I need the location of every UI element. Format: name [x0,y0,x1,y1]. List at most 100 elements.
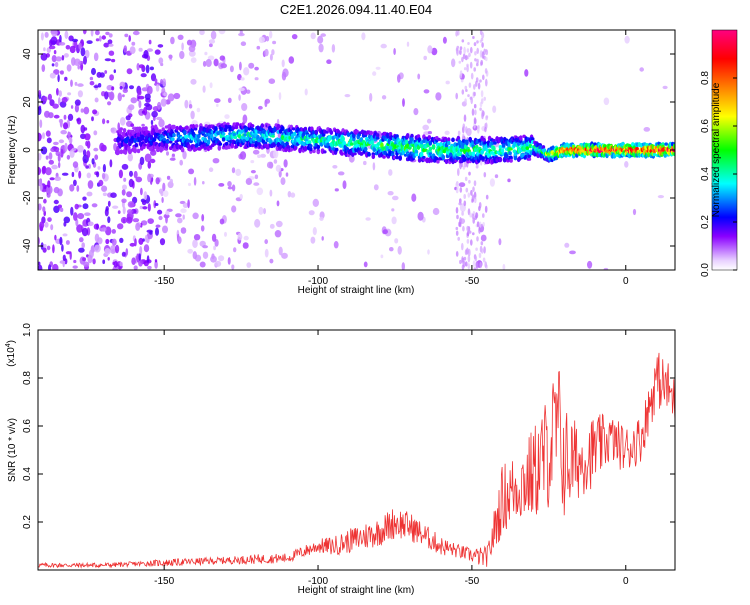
spectrogram-noise-cell [157,44,164,48]
spectrogram-noise-cell [83,127,88,131]
spectrogram-noise-cell [473,267,477,270]
spectrogram-noise-cell [142,206,148,210]
spectrogram-noise-cell [475,262,479,270]
spectrogram-noise-cell [382,229,388,235]
spectrogram-ridge-cell [439,142,443,147]
spectrogram-ridge-cell [455,155,460,161]
spectrogram-ridge-cell [303,145,308,152]
spectrogram-noise-cell [115,244,120,254]
spectrogram-noise-cell [190,110,195,120]
spectrogram-noise-cell [165,210,170,216]
spectrogram-noise-cell [218,30,226,35]
spectrogram-ridge-cell [367,151,371,157]
spectrogram-noise-cell [92,109,98,115]
spectrogram-noise-cell [489,178,495,187]
spectrogram-noise-cell [266,161,274,169]
spectrogram-noise-cell [252,149,260,155]
spectrogram-noise-cell [461,56,464,63]
spectrogram-noise-cell [485,115,488,121]
spectrogram-noise-cell [137,95,145,100]
spectrogram-noise-cell [171,153,175,157]
spectrogram-noise-cell [202,60,207,67]
spectrogram-noise-cell [102,192,107,197]
spectrogram-noise-cell [93,147,99,152]
spectrogram-noise-cell [467,254,471,263]
spectrogram-noise-cell [472,217,476,224]
spectrogram-noise-cell [51,164,58,170]
spectrogram-noise-cell [312,227,317,236]
spectrogram-ridge-cell [492,146,496,152]
spectrogram-noise-cell [43,198,47,204]
spectrogram-ridge-cell [188,148,192,152]
spectrogram-noise-cell [148,39,152,45]
spectrogram-noise-cell [372,162,376,171]
spectrogram-noise-cell [39,119,43,128]
spectrogram-ridge-cell [158,129,162,134]
spectrogram-noise-cell [89,76,94,81]
spectrogram-ridge-cell [337,130,341,134]
spectrogram-noise-cell [281,71,287,81]
spectrogram-noise-cell [46,245,51,251]
spectrogram-noise-cell [84,49,90,59]
spectrogram-noise-cell [241,103,248,111]
spectrogram-ridge-cell [180,147,185,153]
spectrogram-noise-cell [451,58,456,68]
spectrogram-noise-cell [42,165,47,174]
spectrogram-noise-cell [461,39,465,43]
spectrogram-noise-cell [107,257,110,261]
spectrogram-noise-cell [119,86,123,90]
spectrogram-noise-cell [73,259,77,264]
spectrogram-noise-cell [473,117,477,125]
spectrogram-noise-cell [94,233,100,243]
spectrogram-noise-cell [210,30,217,40]
spectrogram-noise-cell [61,244,64,252]
spectrogram-noise-cell [119,261,123,267]
spectrogram-noise-cell [426,118,432,124]
spectrogram-noise-cell [463,67,467,71]
spectrogram-noise-cell [465,187,469,193]
spectrogram-noise-cell [105,238,110,245]
spectrogram-noise-cell [144,93,151,100]
spectrogram-noise-cell [134,238,137,247]
spectrogram-noise-cell [155,177,160,185]
spectrogram-noise-cell [411,193,417,202]
spectrogram-noise-cell [473,91,476,97]
spectrogram-noise-cell [258,206,264,215]
spectrogram-noise-cell [107,200,111,207]
spectrogram-noise-cell [471,213,475,219]
spectrogram-noise-cell [150,158,156,164]
spectrogram-noise-cell [274,230,282,238]
spectrogram-noise-cell [482,74,485,81]
spectrogram-noise-cell [54,176,61,181]
spectrogram-ridge-cell [187,144,191,150]
spectrogram-noise-cell [95,30,100,36]
spectrogram-noise-cell [97,83,102,88]
spectrogram-ridge-cell [410,133,414,139]
spectrogram-noise-cell [117,210,121,215]
spectrogram-noise-cell [317,35,324,44]
spectrogram-noise-cell [155,224,161,228]
x-tick-label: -150 [154,276,174,287]
spectrogram-noise-cell [469,61,473,69]
spectrogram-noise-cell [82,257,87,262]
spectrogram-noise-cell [342,180,347,190]
spectrogram-noise-cell [464,98,467,104]
spectrogram-noise-cell [478,252,482,259]
spectrogram-noise-cell [64,142,68,152]
spectrogram-noise-cell [393,48,396,55]
spectrogram-noise-cell [111,238,117,246]
spectrogram-ridge-cell [349,142,354,146]
spectrogram-ridge-cell [493,141,497,145]
spectrogram-noise-cell [458,182,466,188]
spectrogram-noise-cell [101,227,107,232]
spectrogram-noise-cell [95,38,100,42]
spectrogram-ridge-cell [398,155,403,161]
spectrogram-ridge-cell [263,143,268,147]
spectrogram-noise-cell [475,247,478,251]
spectrogram-noise-cell [332,165,338,169]
spectrogram-noise-cell [111,86,115,91]
spectrogram-noise-cell [190,57,197,63]
spectrogram-noise-cell [243,67,250,76]
spectrogram-noise-cell [479,107,482,111]
spectrogram-noise-cell [143,49,149,59]
